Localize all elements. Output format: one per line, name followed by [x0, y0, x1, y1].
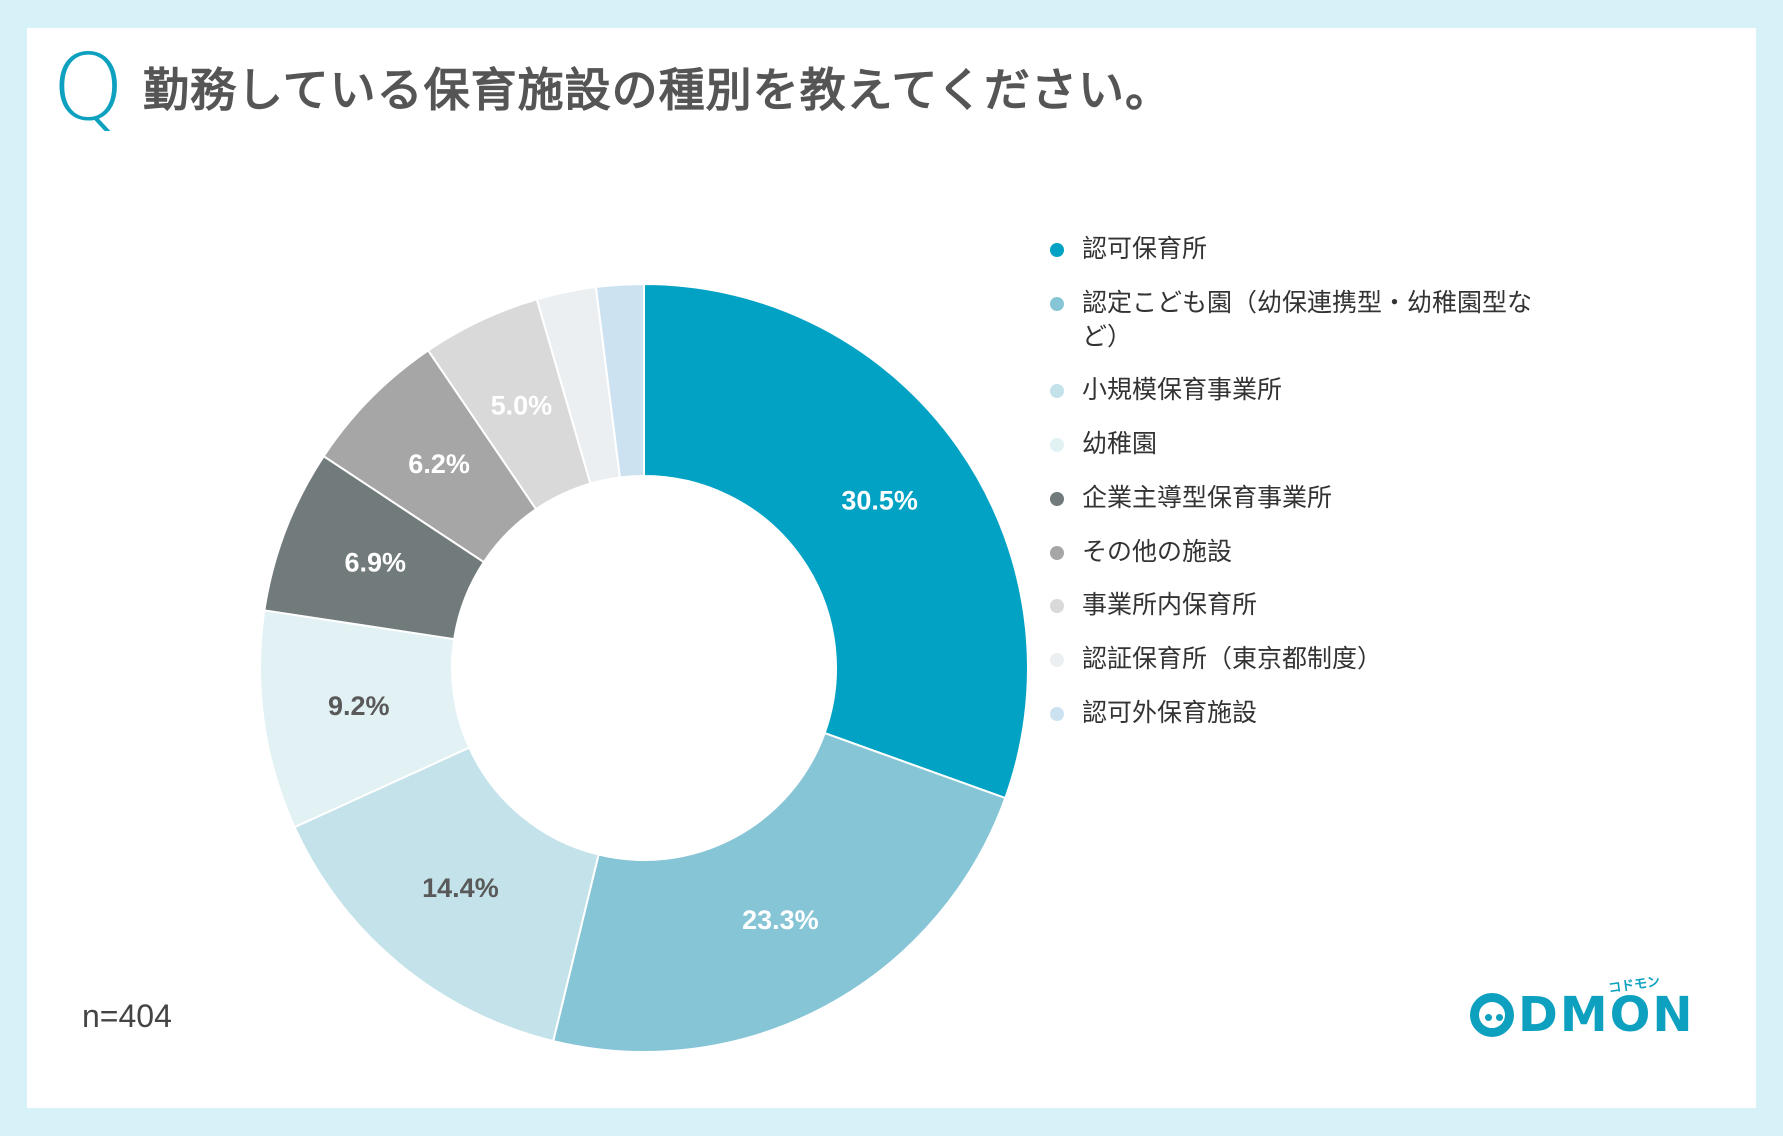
slice-value-label: 6.2% — [408, 449, 470, 479]
slice-value-label: 30.5% — [841, 486, 918, 516]
legend-label: その他の施設 — [1082, 536, 1233, 566]
sample-size-label: n=404 — [82, 998, 172, 1034]
legend-item: 小規模保育事業所 — [1050, 373, 1550, 407]
legend-item: 事業所内保育所 — [1050, 588, 1550, 622]
slice-value-label: 14.4% — [422, 873, 499, 903]
legend-dot-icon — [1050, 653, 1064, 667]
slice-value-label: 6.9% — [344, 548, 406, 578]
legend-item: その他の施設 — [1050, 535, 1550, 569]
slice-value-label: 5.0% — [491, 391, 553, 421]
question-mark-icon: Q — [52, 34, 125, 141]
question-title: 勤務している保育施設の種別を教えてください。 — [143, 63, 1172, 117]
slice-value-label: 23.3% — [742, 905, 819, 935]
legend-dot-icon — [1050, 491, 1064, 506]
legend-item: 認可外保育施設 — [1050, 696, 1550, 730]
legend-dot-icon — [1050, 599, 1064, 614]
legend-dot-icon — [1050, 296, 1064, 311]
legend-label: 幼稚園 — [1082, 429, 1158, 458]
legend-dot-icon — [1050, 384, 1064, 399]
donut-slice — [293, 746, 600, 1043]
legend-dot-icon — [1050, 243, 1064, 257]
legend-dot-icon — [1050, 438, 1064, 452]
legend-label: 認定こども園（幼保連携型・幼稚園型など） — [1082, 287, 1533, 351]
chart-legend: 認可保育所認定こども園（幼保連携型・幼稚園型など） 小規模保育事業所 幼稚園企業主導… — [1050, 232, 1550, 750]
legend-label: 認可外保育施設 — [1082, 697, 1258, 727]
legend-label: 認証保育所（東京都制度） — [1082, 644, 1383, 673]
legend-label: 認可保育所 — [1082, 234, 1208, 263]
legend-dot-icon — [1050, 545, 1064, 560]
legend-item: 企業主導型保育事業所 — [1050, 481, 1550, 515]
donut-slice — [643, 282, 1029, 800]
legend-label: 小規模保育事業所 — [1082, 375, 1283, 405]
legend-item: 認可保育所 — [1050, 232, 1550, 266]
legend-dot-icon — [1050, 706, 1064, 721]
codmon-logo: DMON コドモン — [1470, 974, 1695, 1050]
legend-item: 認定こども園（幼保連携型・幼稚園型など） — [1050, 286, 1550, 354]
slice-value-label: 9.2% — [328, 691, 390, 721]
legend-item: 認証保育所（東京都制度） — [1050, 642, 1550, 676]
donut-slice — [551, 731, 1007, 1053]
legend-label: 事業所内保育所 — [1082, 590, 1258, 620]
logo-wordmark: DMON — [1518, 987, 1695, 1043]
legend-item: 幼稚園 — [1050, 427, 1550, 461]
donut-slice — [594, 282, 645, 479]
legend-label: 企業主導型保育事業所 — [1082, 482, 1333, 512]
logo-face-icon — [1470, 993, 1514, 1037]
